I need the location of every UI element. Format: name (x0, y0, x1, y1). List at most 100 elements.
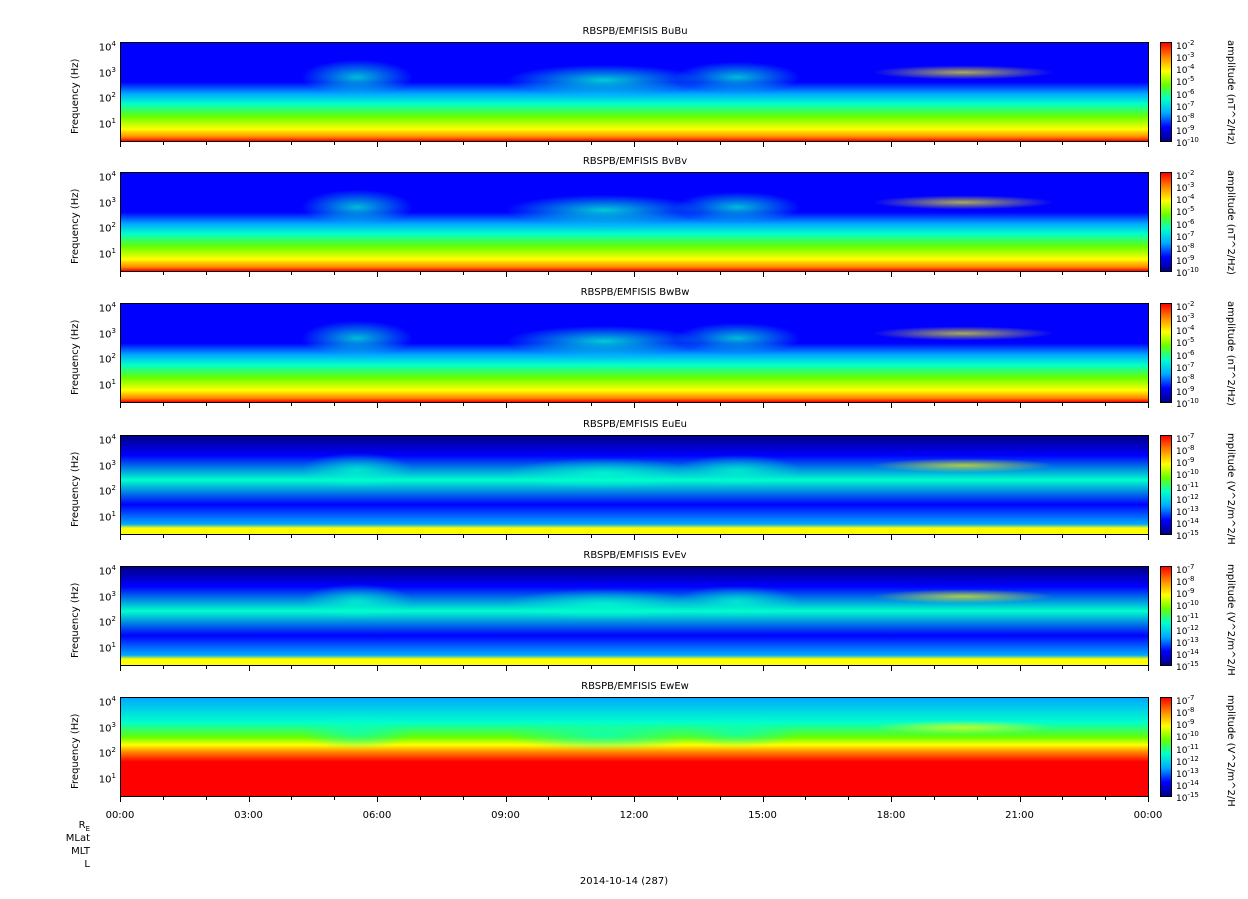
panel-title: RBSPB/EMFISIS EuEu (582, 419, 688, 430)
colorbar-tick-label: 10-10 (1176, 136, 1199, 149)
y-axis-label: Frequency (Hz) (70, 582, 81, 658)
spectrogram-plot (120, 303, 1149, 403)
x-tick-mark (248, 272, 250, 277)
x-tick-mark (162, 666, 164, 669)
x-tick-mark (162, 403, 164, 406)
x-tick-mark (848, 142, 850, 145)
colorbar-tick-label: 10-8 (1176, 372, 1195, 386)
x-tick-mark (719, 403, 721, 406)
x-tick-mark (634, 666, 635, 671)
x-tick-mark (377, 403, 378, 408)
x-tick-mark (120, 797, 121, 802)
x-tick-mark (933, 797, 935, 800)
colorbar-tick-label: 10-12 (1176, 623, 1199, 637)
y-tick-label: 104 (98, 40, 116, 54)
x-tick-mark (805, 535, 807, 538)
x-tick-mark (248, 142, 250, 147)
x-tick-mark (548, 797, 550, 800)
colorbar-tick-label: 10-8 (1176, 575, 1195, 589)
x-tick-mark (762, 272, 764, 277)
x-tick-mark (891, 142, 892, 147)
x-tick-mark (976, 142, 978, 145)
x-tick-mark (976, 666, 978, 669)
colorbar-tick-label: 10-9 (1176, 384, 1195, 398)
colorbar-tick-label: 10-10 (1176, 599, 1199, 613)
colorbar-tick-label: 10-8 (1176, 444, 1195, 458)
x-tick-mark (676, 535, 678, 538)
x-tick-mark (976, 403, 978, 406)
y-tick-label: 103 (98, 721, 116, 735)
x-tick-mark (1148, 797, 1149, 802)
x-tick-mark (848, 535, 850, 538)
x-tick-mark (1105, 535, 1107, 538)
x-tick-mark (548, 666, 550, 669)
x-tick-mark (891, 403, 892, 408)
x-tick-mark (205, 403, 207, 406)
x-tick-mark (591, 142, 593, 145)
x-tick-mark (334, 272, 336, 275)
x-tick-mark (676, 666, 678, 669)
panel-title: RBSPB/EMFISIS BvBv (582, 156, 688, 167)
x-tick-mark (634, 403, 635, 408)
x-tick-mark (548, 535, 550, 538)
x-tick-mark (976, 272, 978, 275)
x-tick-mark (120, 666, 121, 671)
y-tick-label: 102 (98, 615, 116, 629)
x-tick-mark (762, 403, 764, 408)
x-axis-ticks (120, 535, 1149, 541)
colorbar-tick-label: 10-9 (1176, 253, 1195, 267)
x-tick-mark (891, 272, 892, 277)
colorbar-tick-label: 10-6 (1176, 217, 1195, 231)
x-tick-mark (377, 535, 378, 540)
colorbar-tick-label: 10-12 (1176, 754, 1199, 768)
colorbar-tick-label: 10-3 (1176, 312, 1195, 326)
colorbar-tick-label: 10-14 (1176, 647, 1199, 661)
x-tick-mark (505, 666, 507, 671)
colorbar-tick-label: 10-13 (1176, 504, 1199, 518)
panel-title: RBSPB/EMFISIS BuBu (582, 26, 688, 37)
x-tick-mark (1148, 272, 1149, 277)
x-tick-mark (1062, 535, 1064, 538)
colorbar-tick-label: 10-6 (1176, 348, 1195, 362)
x-tick-mark (848, 403, 850, 406)
colorbar-label: mplitude (V^2/m^2/H (1225, 695, 1236, 807)
colorbar-tick-label: 10-14 (1176, 778, 1199, 792)
colorbar-label: amplitude (nT^2/Hz) (1225, 170, 1236, 275)
x-tick-mark (548, 272, 550, 275)
colorbar-tick-label: 10-9 (1176, 123, 1195, 137)
x-tick-mark (248, 666, 250, 671)
colorbar-tick-label: 10-11 (1176, 611, 1199, 625)
x-tick-mark (419, 403, 421, 406)
x-tick-mark (762, 666, 764, 671)
colorbar-tick-label: 10-2 (1176, 39, 1195, 52)
x-tick-mark (762, 535, 764, 540)
y-tick-label: 101 (98, 641, 116, 655)
colorbar-tick-label: 10-9 (1176, 587, 1195, 601)
x-tick-mark (548, 403, 550, 406)
orbit-label: MLat (65, 833, 90, 844)
y-tick-label: 102 (98, 746, 116, 760)
x-tick-mark (419, 797, 421, 800)
x-tick-mark (462, 666, 464, 669)
x-tick-mark (120, 403, 121, 408)
x-axis-ticks (120, 142, 1149, 148)
x-tick-mark (676, 272, 678, 275)
y-axis-label: Frequency (Hz) (70, 713, 81, 789)
colorbar-tick-label: 10-8 (1176, 241, 1195, 255)
colorbar-tick-label: 10-5 (1176, 336, 1195, 350)
x-tick-mark (848, 272, 850, 275)
x-tick-mark (1105, 403, 1107, 406)
colorbar-tick-label: 10-7 (1176, 563, 1195, 576)
x-tick-mark (377, 797, 378, 802)
emission-band (121, 567, 1148, 665)
colorbar-tick-label: 10-13 (1176, 635, 1199, 649)
x-tick-mark (591, 403, 593, 406)
spectrogram-plot (120, 566, 1149, 666)
colorbar-tick-label: 10-2 (1176, 300, 1195, 313)
x-tick-label: 09:00 (491, 810, 520, 821)
x-tick-mark (120, 142, 121, 147)
x-axis-ticks (120, 666, 1149, 672)
y-tick-label: 104 (98, 695, 116, 709)
colorbar-tick-label: 10-15 (1176, 660, 1199, 673)
x-tick-mark (248, 535, 250, 540)
